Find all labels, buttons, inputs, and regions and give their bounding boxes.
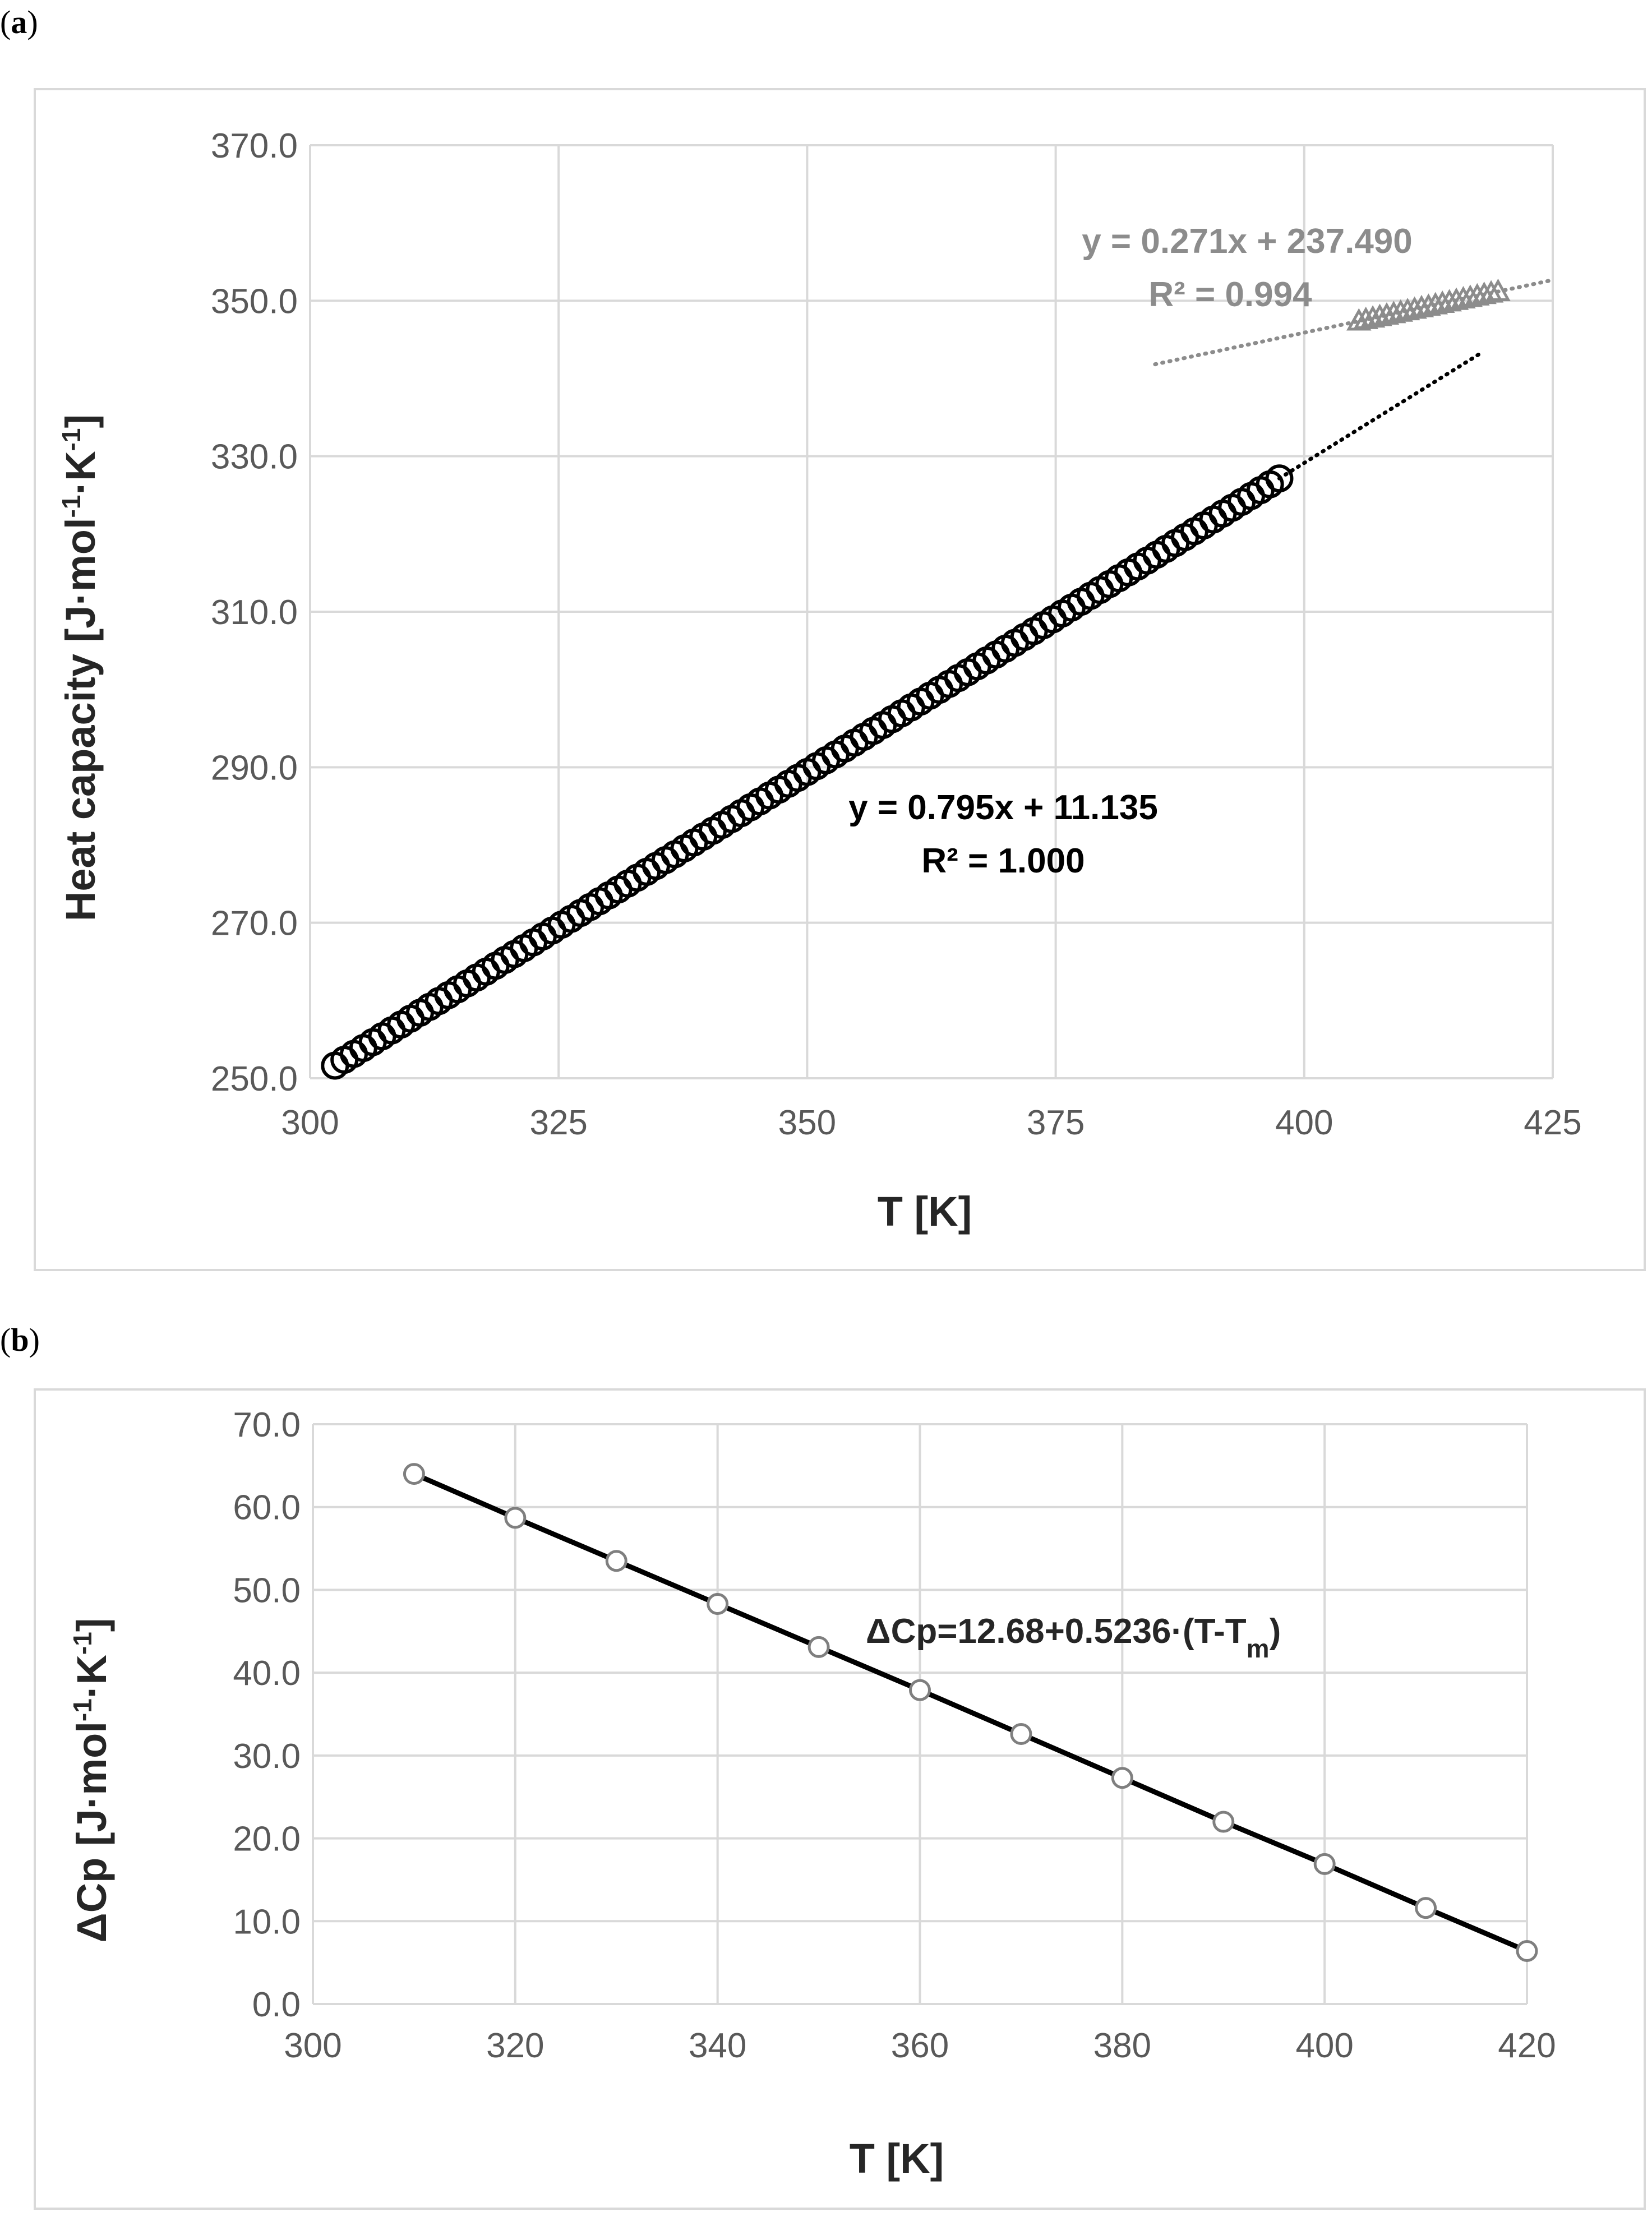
liquid-point [1423,292,1448,315]
liquid-point [1437,289,1462,312]
delta-cp-point [403,1463,425,1485]
chartB-ytick-label: 50.0 [233,1571,301,1610]
chartB-xtick-label: 400 [1295,2026,1353,2065]
chart-b-ylabel-mid: ·K [68,1655,115,1698]
liquid-point [1402,296,1427,319]
liquid-point [1409,294,1434,317]
solid-r2: R² = 1.000 [921,842,1085,880]
liquid-point [1451,286,1476,309]
panel-label-b-close: ) [29,1322,40,1358]
panel-label-b-open: ( [0,1322,11,1358]
liquid-point [1465,283,1490,306]
liquid-point [1457,284,1483,307]
chart-a-y-axis-title: Heat capacity [J·mol-1·K-1] [57,414,104,921]
chartA-ytick-label: 270.0 [211,904,298,943]
chartB-xtick-label: 380 [1093,2026,1151,2065]
chartA-xtick-label: 400 [1275,1103,1333,1142]
chartA-ytick-label: 290.0 [211,749,298,787]
delta-cp-equation-sub: m [1247,1634,1270,1663]
chartB-ytick-label: 0.0 [252,1985,301,2024]
panel-label-a-open: ( [0,4,11,40]
liquid-point [1381,301,1406,324]
chartA-ytick-label: 330.0 [211,438,298,477]
chart-a-x-axis-title: T [K] [878,1188,972,1235]
delta-cp-point [1313,1853,1336,1875]
chartB-ytick-label: 60.0 [233,1489,301,1527]
chartB-xtick-label: 300 [284,2026,342,2065]
chart-b-ylabel-end: ] [68,1618,115,1632]
liquid-equation: y = 0.271x + 237.490 [1082,222,1413,261]
delta-cp-point [1415,1897,1437,1919]
chartA-xtick-label: 375 [1027,1103,1085,1142]
panel-label-b: (b) [0,1321,40,1359]
delta-cp-point [909,1679,931,1701]
chart-a-ylabel-end: ] [57,414,104,428]
chartB-ytick-label: 30.0 [233,1737,301,1776]
liquid-point [1367,303,1392,326]
chartA-ytick-label: 350.0 [211,282,298,321]
chart-a: 250.0 270.0 290.0 310.0 330.0 350.0 370.0 300 3… [57,127,1582,1235]
chartB-xtick-label: 320 [486,2026,544,2065]
chartA-ytick-label: 370.0 [211,127,298,165]
delta-cp-series-line [413,1471,1528,1954]
chart-b-ylabel-main: ΔCp [J·mol [68,1721,115,1942]
delta-cp-point [1111,1767,1133,1789]
delta-cp-point [1010,1723,1032,1745]
solid-equation: y = 0.795x + 11.135 [848,788,1158,827]
delta-cp-point [1212,1811,1235,1833]
chart-a-ylabel-sup1: -1 [57,495,86,518]
delta-cp-equation: ΔCp=12.68+0.5236·(T-Tm) [866,1612,1281,1663]
liquid-point [1360,305,1386,328]
panel-label-a-close: ) [27,4,38,40]
chartB-xtick-label: 340 [689,2026,746,2065]
delta-cp-point [605,1550,627,1572]
liquid-point [1471,281,1497,304]
delta-cp-point [504,1507,527,1529]
delta-cp-equation-end: ) [1270,1612,1281,1651]
chart-b-x-axis-title: T [K] [850,2135,944,2182]
chartB-ytick-label: 70.0 [233,1406,301,1444]
chartB-ytick-label: 10.0 [233,1903,301,1941]
panel-label-a-letter: a [11,4,27,40]
liquid-point [1416,293,1441,316]
delta-cp-equation-main: ΔCp=12.68+0.5236·(T-T [866,1612,1247,1651]
chartA-xtick-label: 300 [281,1103,339,1142]
delta-cp-point [807,1636,830,1658]
chartA-xtick-label: 325 [529,1103,587,1142]
chartA-ytick-label: 250.0 [211,1060,298,1098]
liquid-point [1478,280,1504,303]
chartA-xtick-label: 425 [1524,1103,1581,1142]
chartB-xtick-label: 420 [1498,2026,1556,2065]
chart-b-frame: 0.0 10.0 20.0 30.0 40.0 50.0 60.0 70.0 300 320 34… [34,1388,1646,2210]
liquid-point [1374,302,1400,325]
chart-a-ylabel-mid: ·K [57,451,104,495]
liquid-point [1395,298,1420,321]
chartA-xtick-label: 350 [778,1103,836,1142]
liquid-point [1346,308,1372,331]
solid-point [1265,464,1294,493]
delta-cp-point [1516,1940,1538,1962]
chart-a-ylabel-main: Heat capacity [J·mol [57,518,104,921]
chartB-ytick-label: 40.0 [233,1654,301,1693]
chartB-ytick-label: 20.0 [233,1820,301,1859]
liquid-r2: R² = 0.994 [1148,275,1312,314]
chartB-xtick-label: 360 [891,2026,949,2065]
chart-b: 0.0 10.0 20.0 30.0 40.0 50.0 60.0 70.0 300 320 34… [68,1406,1556,2182]
chart-a-ylabel-sup2: -1 [57,428,86,451]
liquid-point [1485,278,1511,301]
liquid-point [1443,287,1469,310]
chart-b-ylabel-sup1: -1 [68,1698,97,1721]
panel-label-b-letter: b [11,1322,29,1358]
trendline-solid [1277,349,1485,481]
delta-cp-point [707,1593,729,1615]
panel-label-a: (a) [0,3,38,41]
chart-b-ylabel-sup2: -1 [68,1632,97,1655]
liquid-point [1353,306,1378,329]
chart-b-y-axis-title: ΔCp [J·mol-1·K-1] [68,1618,115,1943]
liquid-point [1388,299,1414,322]
chart-a-frame: 250.0 270.0 290.0 310.0 330.0 350.0 370.0 300 3… [34,88,1646,1271]
liquid-point [1429,290,1455,313]
chartA-ytick-label: 310.0 [211,593,298,632]
